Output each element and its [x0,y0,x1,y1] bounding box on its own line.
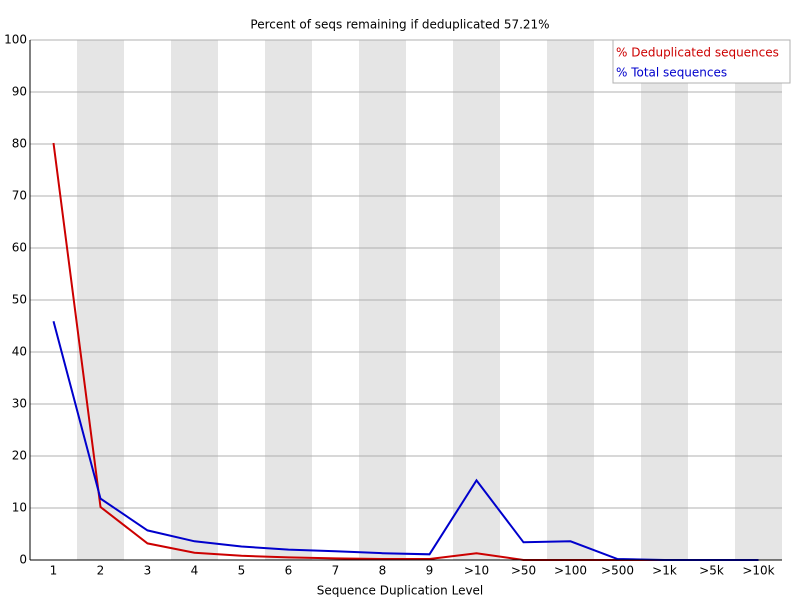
y-tick-label: 30 [12,397,27,411]
x-tick-label: 6 [285,564,293,578]
y-tick-label: 100 [4,33,27,47]
legend-box [612,39,791,84]
chart-title: Percent of seqs remaining if deduplicate… [250,18,549,32]
x-tick-label: 1 [50,564,58,578]
y-tick-label: 20 [12,449,27,463]
y-tick-label: 0 [19,553,27,567]
x-tick-label: >10k [742,564,774,578]
x-tick-label: 5 [238,564,246,578]
legend-entry: % Deduplicated sequences [616,46,779,60]
x-tick-label: >50 [511,564,536,578]
x-tick-label: >1k [652,564,677,578]
y-tick-label: 80 [12,137,27,151]
x-tick-label: 8 [379,564,387,578]
x-tick-label: 7 [332,564,340,578]
y-tick-label: 70 [12,189,27,203]
x-tick-label: >10 [464,564,489,578]
x-tick-label: 9 [426,564,434,578]
y-tick-label: 60 [12,241,27,255]
x-tick-label: >500 [601,564,634,578]
y-tick-label: 40 [12,345,27,359]
x-tick-label: >100 [554,564,587,578]
x-axis-label: Sequence Duplication Level [317,584,484,598]
x-tick-label: >5k [699,564,724,578]
legend-entry: % Total sequences [616,66,727,80]
x-tick-label: 2 [97,564,105,578]
x-tick-label: 3 [144,564,152,578]
x-tick-label: 4 [191,564,199,578]
y-tick-label: 10 [12,501,27,515]
y-tick-label: 90 [12,85,27,99]
y-tick-label: 50 [12,293,27,307]
